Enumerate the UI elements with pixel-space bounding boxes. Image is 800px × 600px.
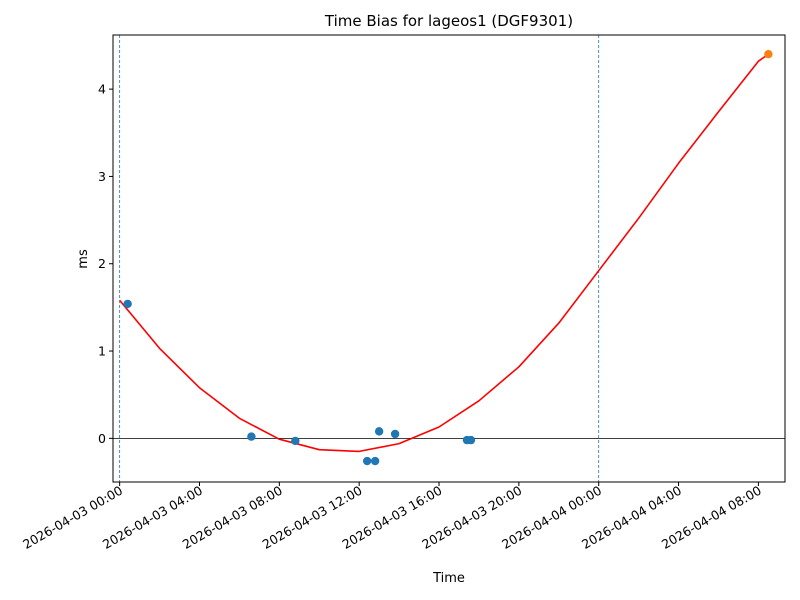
y-axis-title: ms (76, 249, 91, 269)
plot-area (113, 35, 785, 482)
data-point (390, 429, 400, 439)
data-point (466, 435, 476, 445)
data-point (370, 456, 380, 466)
y-tick-label: 3 (98, 169, 106, 184)
data-point (247, 432, 256, 441)
x-axis-title: Time (432, 571, 465, 586)
data-point (362, 456, 372, 466)
data-point (374, 427, 384, 436)
y-tick-label: 2 (98, 256, 106, 271)
data-point (123, 299, 132, 309)
highlight-data-point (764, 50, 773, 59)
y-tick-label: 0 (98, 431, 106, 446)
plot-frame (112, 34, 786, 483)
chart-title: Time Bias for lageos1 (DGF9301) (324, 12, 573, 30)
y-tick-label: 4 (98, 82, 106, 97)
data-point (291, 436, 300, 446)
fit-curve-line (119, 53, 769, 453)
y-tick-label: 1 (98, 344, 106, 359)
